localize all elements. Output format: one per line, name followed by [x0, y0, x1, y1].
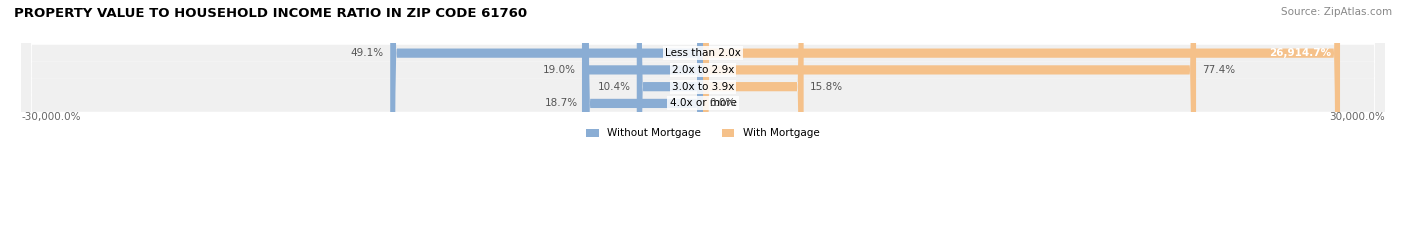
FancyBboxPatch shape	[582, 0, 703, 234]
FancyBboxPatch shape	[391, 0, 703, 234]
Text: 30,000.0%: 30,000.0%	[1329, 112, 1385, 122]
Text: 2.0x to 2.9x: 2.0x to 2.9x	[672, 65, 734, 75]
Text: 18.7%: 18.7%	[544, 99, 578, 108]
FancyBboxPatch shape	[21, 0, 1385, 234]
FancyBboxPatch shape	[21, 0, 1385, 234]
FancyBboxPatch shape	[703, 0, 804, 234]
FancyBboxPatch shape	[21, 0, 1385, 234]
Text: Less than 2.0x: Less than 2.0x	[665, 48, 741, 58]
Text: 3.0x to 3.9x: 3.0x to 3.9x	[672, 82, 734, 92]
Text: 26,914.7%: 26,914.7%	[1270, 48, 1331, 58]
Text: Source: ZipAtlas.com: Source: ZipAtlas.com	[1281, 7, 1392, 17]
Text: 4.0x or more: 4.0x or more	[669, 99, 737, 108]
Text: 0.0%: 0.0%	[710, 99, 735, 108]
Legend: Without Mortgage, With Mortgage: Without Mortgage, With Mortgage	[582, 124, 824, 142]
FancyBboxPatch shape	[703, 0, 1340, 234]
Text: PROPERTY VALUE TO HOUSEHOLD INCOME RATIO IN ZIP CODE 61760: PROPERTY VALUE TO HOUSEHOLD INCOME RATIO…	[14, 7, 527, 20]
Text: 77.4%: 77.4%	[1202, 65, 1236, 75]
Text: 49.1%: 49.1%	[350, 48, 384, 58]
Text: 19.0%: 19.0%	[543, 65, 575, 75]
FancyBboxPatch shape	[703, 0, 1197, 234]
FancyBboxPatch shape	[21, 0, 1385, 234]
Text: -30,000.0%: -30,000.0%	[21, 112, 82, 122]
Text: 10.4%: 10.4%	[598, 82, 630, 92]
FancyBboxPatch shape	[637, 0, 703, 234]
FancyBboxPatch shape	[583, 0, 703, 234]
Text: 15.8%: 15.8%	[810, 82, 844, 92]
